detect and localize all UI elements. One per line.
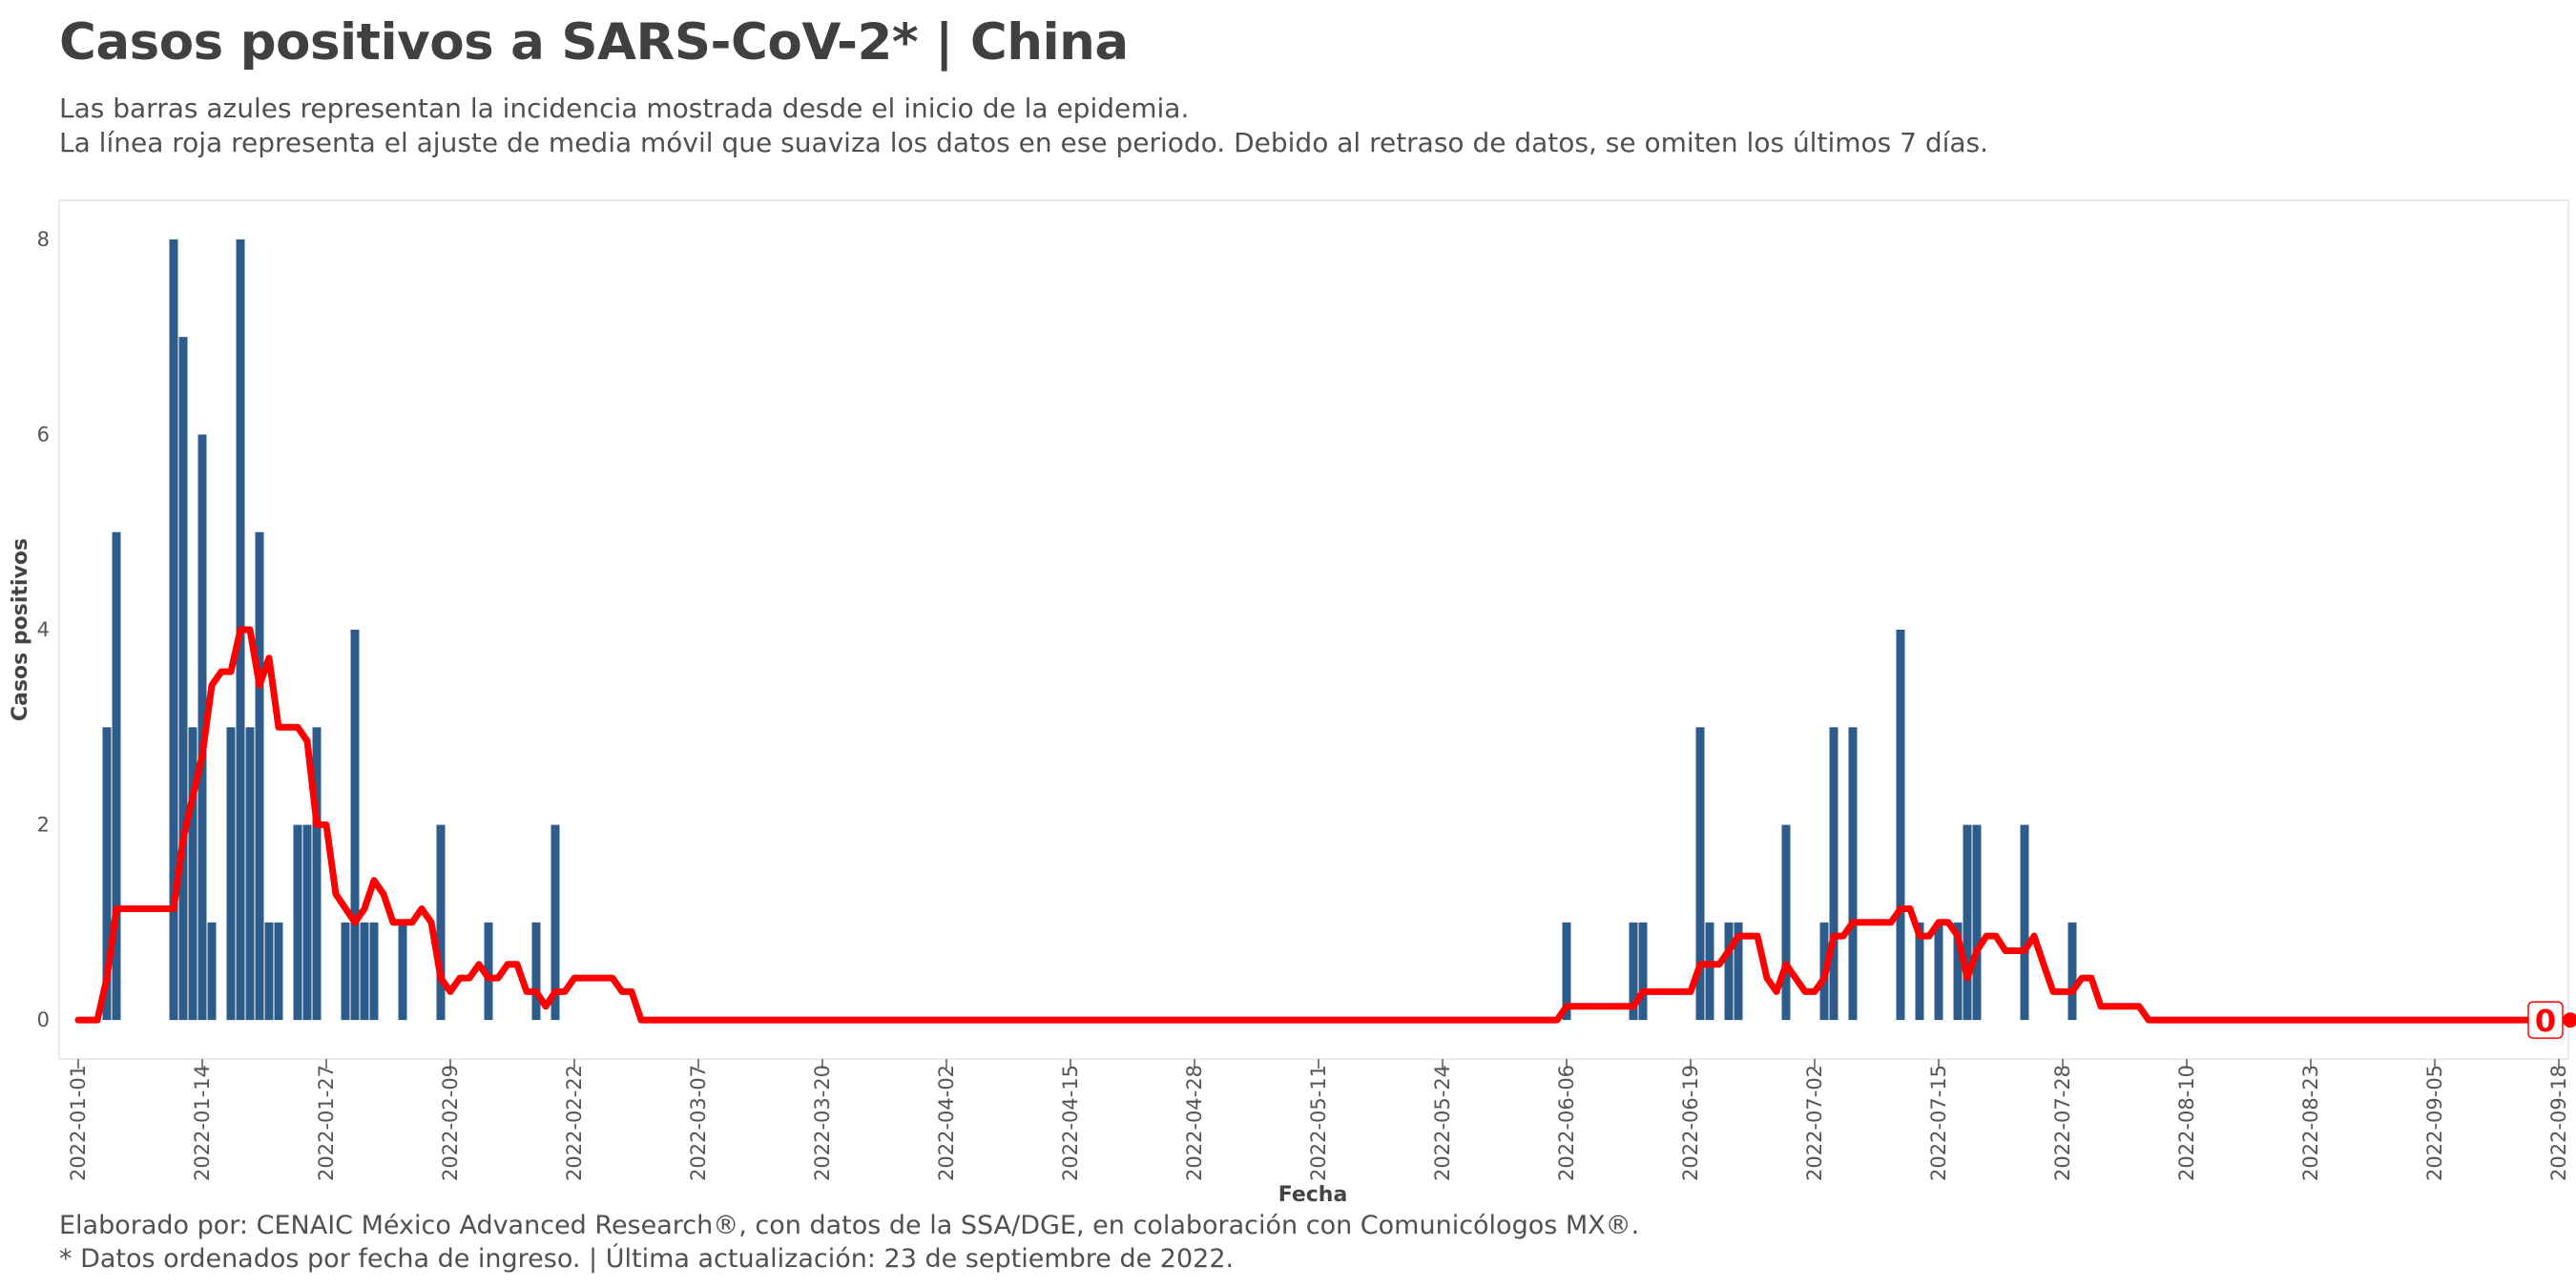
x-axis: 2022-01-01 2022-01-14 2022-01-27 2022-02-09… [67, 1059, 2570, 1181]
x-tick-label: 2022-05-11 [1307, 1065, 1330, 1181]
bar [1724, 922, 1734, 1021]
bar [1953, 922, 1963, 1021]
chart-subtitle-line-1: Las barras azules representan la inciden… [59, 93, 1190, 124]
bar [531, 922, 541, 1021]
end-label-group: 0 [2527, 1001, 2576, 1039]
x-tick-label: 2022-08-23 [2299, 1065, 2322, 1181]
bar [302, 824, 312, 1021]
x-tick-label: 2022-05-24 [1431, 1065, 1454, 1181]
x-tick-label: 2022-06-19 [1679, 1065, 1702, 1181]
bar [264, 922, 274, 1021]
x-tick-label: 2022-01-14 [191, 1065, 214, 1181]
bar [312, 727, 322, 1021]
bar [341, 922, 350, 1021]
bar [207, 922, 217, 1021]
x-axis-title: Fecha [1278, 1183, 1348, 1207]
bar [1915, 922, 1924, 1021]
x-tick-label: 2022-07-28 [2051, 1065, 2074, 1181]
bar [2020, 824, 2029, 1021]
bar [169, 239, 178, 1021]
bar [350, 630, 360, 1021]
chart-subtitle-line-2: La línea roja representa el ajuste de me… [59, 127, 1989, 158]
y-tick-label: 0 [37, 1008, 50, 1031]
x-tick-label: 2022-07-02 [1803, 1065, 1826, 1181]
chart-title: Casos positivos a SARS-CoV-2* | China [59, 13, 1129, 72]
y-axis: 0 2 4 6 8 [37, 228, 50, 1031]
end-label-text: 0 [2535, 1003, 2556, 1039]
bar [1734, 922, 1743, 1021]
y-axis-title: Casos positivos [9, 538, 32, 721]
y-tick-label: 2 [37, 814, 50, 837]
end-point-marker [2563, 1012, 2576, 1028]
bar [1934, 922, 1943, 1021]
bar [1963, 824, 1972, 1021]
x-tick-label: 2022-03-07 [687, 1065, 710, 1181]
x-tick-label: 2022-09-18 [2547, 1065, 2570, 1181]
x-tick-label: 2022-02-22 [563, 1065, 586, 1181]
x-tick-label: 2022-06-06 [1555, 1065, 1578, 1181]
bar [436, 824, 446, 1021]
moving-average-series [74, 626, 2544, 1024]
bar [197, 434, 207, 1021]
bar [1972, 824, 1982, 1021]
x-tick-label: 2022-02-09 [439, 1065, 462, 1181]
bar [112, 531, 121, 1021]
bar [369, 922, 379, 1021]
plot-panel [58, 199, 2569, 1060]
bar [1829, 727, 1839, 1021]
x-tick-label: 2022-04-02 [935, 1065, 958, 1181]
bar [1896, 630, 1905, 1021]
chart-caption-line-1: Elaborado por: CENAIC México Advanced Re… [59, 1211, 1640, 1240]
bar [2067, 922, 2077, 1021]
chart-caption-line-2: * Datos ordenados por fecha de ingreso. … [59, 1244, 1235, 1274]
bar [484, 922, 493, 1021]
bar [551, 824, 560, 1021]
y-tick-label: 8 [37, 228, 50, 251]
end-label-box [2527, 1001, 2564, 1039]
bar [188, 727, 197, 1021]
x-tick-label: 2022-03-20 [811, 1065, 834, 1181]
x-tick-label: 2022-08-10 [2175, 1065, 2198, 1181]
x-tick-label: 2022-04-15 [1059, 1065, 1082, 1181]
bar [102, 727, 112, 1021]
bar [293, 824, 302, 1021]
x-tick-label: 2022-09-05 [2423, 1065, 2446, 1181]
x-tick-label: 2022-07-15 [1927, 1065, 1950, 1181]
bar [255, 531, 264, 1021]
bar [226, 727, 236, 1021]
bar [1705, 922, 1714, 1021]
x-tick-label: 2022-01-27 [315, 1065, 338, 1181]
bar [178, 337, 188, 1021]
x-tick-label: 2022-01-01 [67, 1065, 90, 1181]
bar [245, 727, 255, 1021]
bar [1638, 922, 1648, 1021]
y-tick-label: 4 [37, 618, 50, 641]
moving-average-line [74, 626, 2544, 1024]
x-tick-label: 2022-04-28 [1183, 1065, 1206, 1181]
bar [1562, 922, 1571, 1021]
bar [274, 922, 283, 1021]
bar [360, 922, 369, 1021]
bar [1629, 922, 1638, 1021]
bar [1781, 824, 1791, 1021]
y-tick-label: 6 [37, 423, 50, 446]
bar [1695, 727, 1705, 1021]
bar [398, 922, 407, 1021]
bar [1848, 727, 1858, 1021]
